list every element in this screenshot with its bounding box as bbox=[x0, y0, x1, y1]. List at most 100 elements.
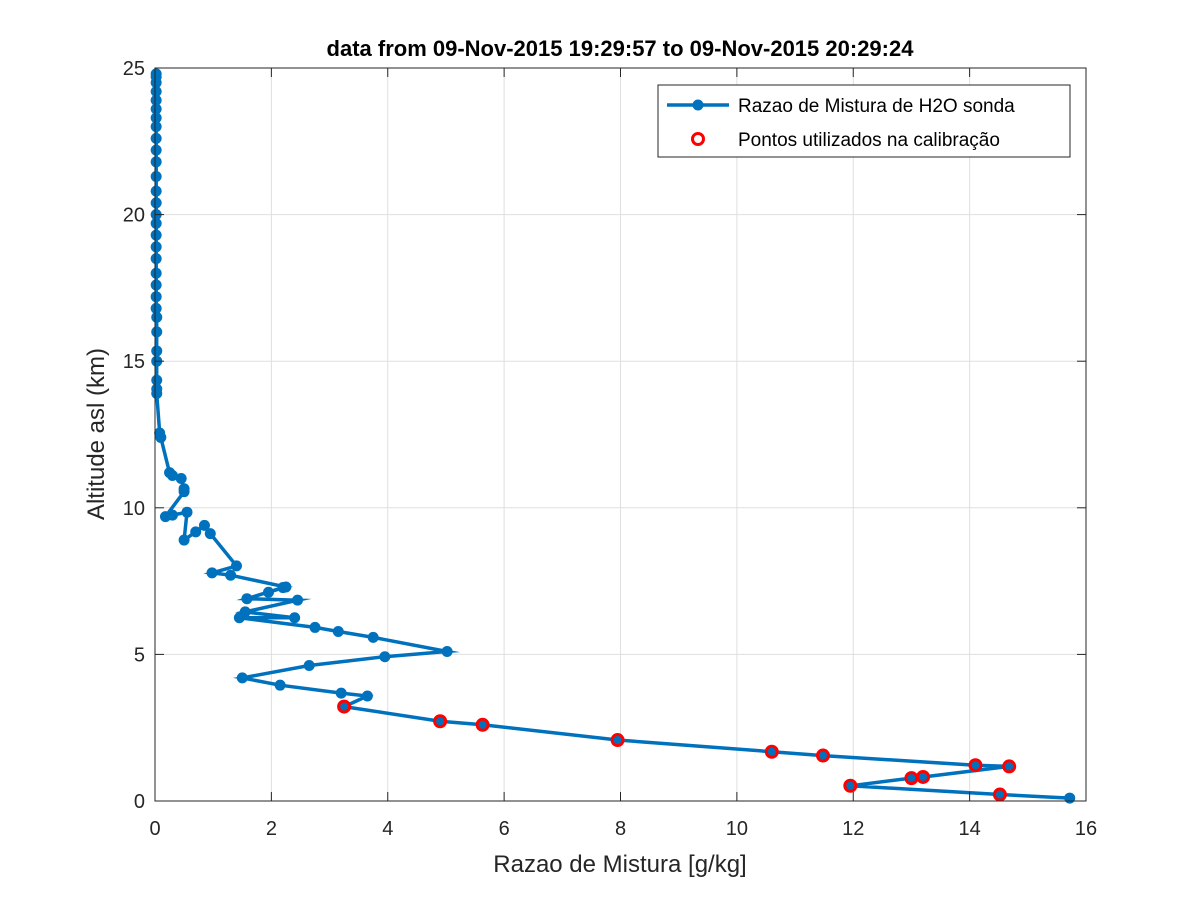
sonda-data-point bbox=[150, 241, 162, 253]
calibration-point bbox=[764, 744, 779, 759]
sonda-data-point bbox=[151, 345, 163, 357]
sonda-data-point bbox=[150, 156, 162, 168]
sonda-data-point bbox=[150, 197, 162, 209]
sonda-data-point bbox=[994, 789, 1006, 801]
x-tick-label: 14 bbox=[959, 818, 981, 840]
sonda-data-point bbox=[159, 511, 171, 523]
x-tick-label: 4 bbox=[382, 818, 393, 840]
legend[interactable]: Razao de Mistura de H2O sonda Pontos uti… bbox=[657, 84, 1071, 158]
sonda-data-point bbox=[289, 612, 301, 624]
sonda-data-point bbox=[612, 734, 624, 746]
sonda-data-point bbox=[151, 326, 163, 338]
ticks: 0 2 4 6 8 10 12 14 16 0 5 10 15 20 25 bbox=[123, 58, 1097, 840]
sonda-data-point bbox=[969, 759, 981, 771]
y-tick-label: 0 bbox=[134, 791, 145, 813]
sonda-data-point bbox=[150, 279, 162, 291]
sonda-data-point bbox=[151, 383, 163, 395]
sonda-data-point bbox=[441, 645, 453, 657]
sonda-data-point bbox=[150, 144, 162, 156]
sonda-data-point bbox=[206, 567, 218, 579]
sonda-data-point bbox=[303, 660, 315, 672]
sonda-data-point bbox=[225, 569, 237, 581]
sonda-data-point bbox=[175, 472, 187, 484]
sonda-data-point bbox=[766, 746, 778, 758]
sonda-data-point bbox=[181, 506, 193, 518]
sonda-data-point bbox=[434, 715, 446, 727]
calibration-point bbox=[992, 787, 1007, 802]
sonda-data-point bbox=[236, 672, 248, 684]
sonda-data-point bbox=[1003, 760, 1015, 772]
y-tick-label: 20 bbox=[123, 205, 145, 227]
sonda-data-point bbox=[239, 606, 251, 618]
sonda-data-point bbox=[477, 719, 489, 731]
sonda-data-point bbox=[150, 253, 162, 265]
sonda-data-point bbox=[150, 267, 162, 279]
sonda-data-point bbox=[150, 103, 162, 115]
x-tick-label: 2 bbox=[266, 818, 277, 840]
sonda-data-point bbox=[150, 85, 162, 97]
sonda-data-point bbox=[204, 528, 216, 540]
sonda-data-point bbox=[154, 427, 166, 439]
legend-box bbox=[657, 84, 1071, 158]
x-tick-label: 10 bbox=[726, 818, 748, 840]
calibration-point bbox=[1002, 759, 1017, 774]
sonda-data-point bbox=[150, 121, 162, 133]
sonda-data-point bbox=[905, 772, 917, 784]
sonda-data-point bbox=[309, 621, 321, 633]
legend-calibration-marker bbox=[691, 132, 705, 146]
sonda-data-point bbox=[150, 170, 162, 182]
sonda-data-point bbox=[917, 771, 929, 783]
legend-line-marker bbox=[692, 99, 704, 111]
sonda-data-point bbox=[1064, 792, 1076, 804]
calibration-point bbox=[337, 699, 352, 714]
x-tick-label: 12 bbox=[842, 818, 864, 840]
x-tick-label: 6 bbox=[499, 818, 510, 840]
sonda-data-point bbox=[280, 581, 292, 593]
calibration-point bbox=[843, 778, 858, 793]
sonda-data-point bbox=[178, 534, 190, 546]
calibration-point bbox=[610, 733, 625, 748]
sonda-data-point bbox=[338, 701, 350, 713]
x-tick-label: 0 bbox=[149, 818, 160, 840]
y-axis-label: Altitude asl (km) bbox=[83, 348, 110, 520]
legend-label-calibration: Pontos utilizados na calibração bbox=[738, 130, 1000, 151]
y-tick-label: 15 bbox=[123, 351, 145, 373]
sonda-data-point bbox=[150, 185, 162, 197]
sonda-data-point bbox=[150, 302, 162, 314]
grid bbox=[155, 68, 1086, 801]
sonda-data-point bbox=[367, 631, 379, 643]
sonda-data-point bbox=[379, 651, 391, 663]
sonda-data-point bbox=[150, 217, 162, 229]
sonda-data-point bbox=[150, 229, 162, 241]
calibration-point bbox=[815, 748, 830, 763]
sonda-data-point bbox=[151, 311, 163, 323]
calibration-point bbox=[475, 717, 490, 732]
sonda-data-point bbox=[150, 132, 162, 144]
sonda-data-point bbox=[151, 374, 163, 386]
sonda-data-point bbox=[178, 483, 190, 495]
x-tick-label: 8 bbox=[615, 818, 626, 840]
legend-label-sonda: Razao de Mistura de H2O sonda bbox=[738, 96, 1015, 117]
sonda-data-point bbox=[241, 593, 253, 605]
sonda-data-point bbox=[150, 291, 162, 303]
calibration-point bbox=[433, 714, 448, 729]
sonda-data-point bbox=[817, 750, 829, 762]
sonda-data-point bbox=[150, 112, 162, 124]
sonda-data-point bbox=[150, 68, 162, 80]
sonda-data-point bbox=[150, 94, 162, 106]
sonda-data-point bbox=[164, 467, 176, 479]
y-tick-label: 5 bbox=[134, 644, 145, 666]
sonda-data-point bbox=[292, 594, 304, 606]
sonda-data-point bbox=[361, 690, 373, 702]
sonda-data-point bbox=[844, 780, 856, 792]
x-tick-label: 16 bbox=[1075, 818, 1097, 840]
sonda-data-point bbox=[335, 687, 347, 699]
sonda-data-point bbox=[262, 586, 274, 598]
y-tick-label: 10 bbox=[123, 498, 145, 520]
y-tick-label: 25 bbox=[123, 58, 145, 80]
sonda-data-point bbox=[190, 526, 202, 538]
sonda-data-point bbox=[274, 679, 286, 691]
calibration-point bbox=[968, 758, 983, 773]
